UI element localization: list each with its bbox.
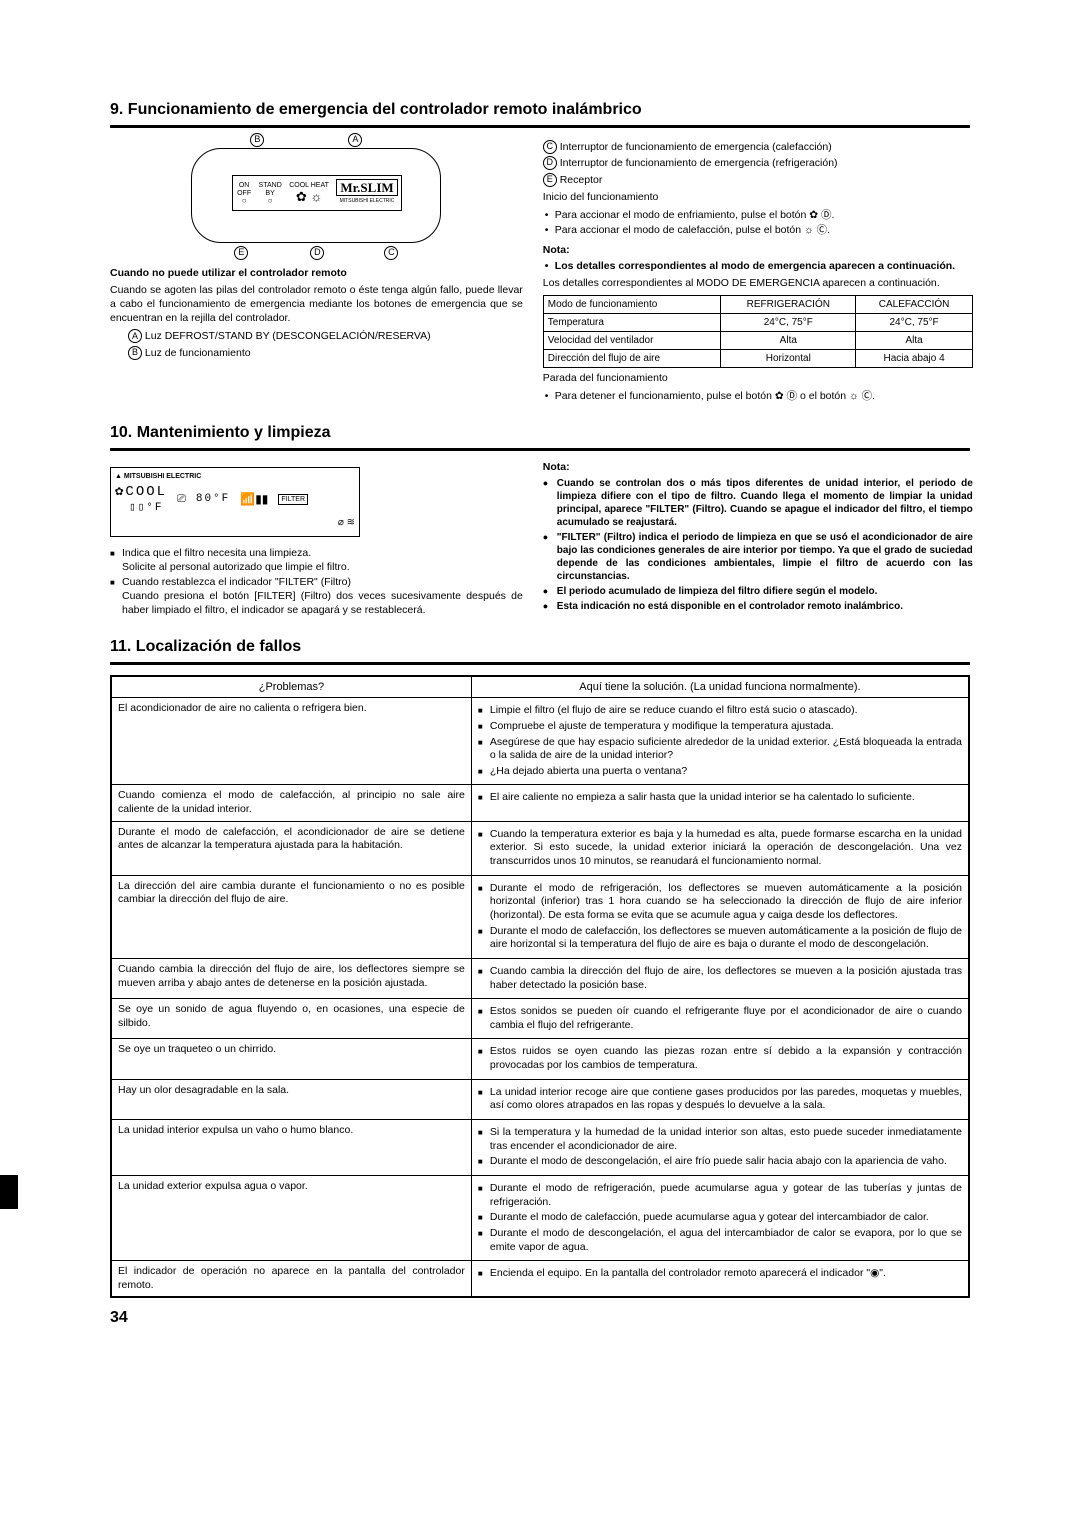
problem-cell: El acondicionador de aire no calienta o …	[111, 698, 471, 785]
section-9-title: 9. Funcionamiento de emergencia del cont…	[110, 100, 970, 128]
troubleshooting-table: ¿Problemas? Aquí tiene la solución. (La …	[110, 675, 970, 1298]
solution-cell: Limpie el filtro (el flujo de aire se re…	[471, 698, 969, 785]
section-10-title: 10. Mantenimiento y limpieza	[110, 423, 970, 451]
s9-heading: Cuando no puede utilizar el controlador …	[110, 267, 523, 281]
section-11-title: 11. Localización de fallos	[110, 637, 970, 665]
emergency-mode-table: Modo de funcionamientoREFRIGERACIÓNCALEF…	[543, 295, 973, 368]
problem-cell: La unidad exterior expulsa agua o vapor.	[111, 1175, 471, 1260]
solution-cell: Cuando cambia la dirección del flujo de …	[471, 958, 969, 998]
problem-cell: Hay un olor desagradable en la sala.	[111, 1079, 471, 1119]
problem-cell: La unidad interior expulsa un vaho o hum…	[111, 1120, 471, 1176]
lcd-display: ▲ MITSUBISHI ELECTRIC ✿COOL ▯▯°F ⎚ 80°F …	[110, 467, 360, 537]
page-number: 34	[110, 1308, 970, 1329]
problem-cell: Cuando comienza el modo de calefacción, …	[111, 785, 471, 821]
problem-cell: Se oye un sonido de agua fluyendo o, en …	[111, 999, 471, 1039]
solution-cell: Cuando la temperatura exterior es baja y…	[471, 821, 969, 875]
brand-logo: Mr.SLIM	[336, 179, 397, 196]
problem-cell: La dirección del aire cambia durante el …	[111, 875, 471, 958]
solution-cell: Estos sonidos se pueden oír cuando el re…	[471, 999, 969, 1039]
problem-cell: El indicador de operación no aparece en …	[111, 1261, 471, 1298]
solution-cell: La unidad interior recoge aire que conti…	[471, 1079, 969, 1119]
s9-para: Cuando se agoten las pilas del controlad…	[110, 284, 523, 325]
solution-cell: Durante el modo de refrigeración, los de…	[471, 875, 969, 958]
problem-cell: Durante el modo de calefacción, el acond…	[111, 821, 471, 875]
solution-cell: El aire caliente no empieza a salir hast…	[471, 785, 969, 821]
problem-cell: Cuando cambia la dirección del flujo de …	[111, 958, 471, 998]
solution-cell: Estos ruidos se oyen cuando las piezas r…	[471, 1039, 969, 1079]
solution-cell: Si la temperatura y la humedad de la uni…	[471, 1120, 969, 1176]
remote-diagram: B A E D C ON OFF○ STAND BY○ COOL HEAT ✿ …	[191, 148, 441, 243]
solution-cell: Encienda el equipo. En la pantalla del c…	[471, 1261, 969, 1298]
problem-cell: Se oye un traqueteo o un chirrido.	[111, 1039, 471, 1079]
edge-tab	[0, 1175, 18, 1209]
solution-cell: Durante el modo de refrigeración, puede …	[471, 1175, 969, 1260]
